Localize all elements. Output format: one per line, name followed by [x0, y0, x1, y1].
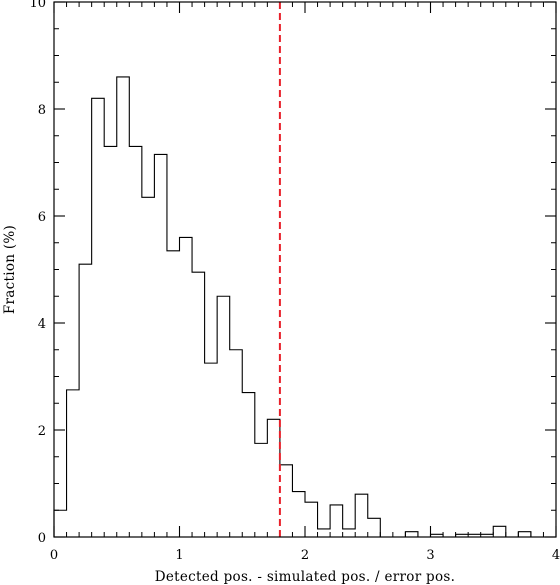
histogram-series	[53, 76, 556, 538]
y-axis-label: Fraction (%)	[2, 225, 18, 314]
y-tick-label: 8	[38, 103, 46, 118]
y-tick-label: 10	[29, 0, 46, 11]
y-tick-label: 0	[38, 531, 46, 546]
x-axis-label: Detected pos. - simulated pos. / error p…	[155, 569, 456, 585]
x-tick-label: 3	[426, 548, 434, 563]
y-tick-label: 2	[38, 424, 46, 439]
plot-frame	[53, 1, 557, 538]
y-tick-label: 6	[38, 210, 46, 225]
x-tick-label: 4	[552, 548, 560, 563]
x-tick-label: 1	[175, 548, 183, 563]
x-tick-label: 0	[50, 548, 58, 563]
tick-labels: 0 1 2 3 4 0 2 4 6 8 10	[29, 0, 560, 563]
x-tick-label: 2	[301, 548, 309, 563]
y-tick-label: 4	[38, 317, 46, 332]
